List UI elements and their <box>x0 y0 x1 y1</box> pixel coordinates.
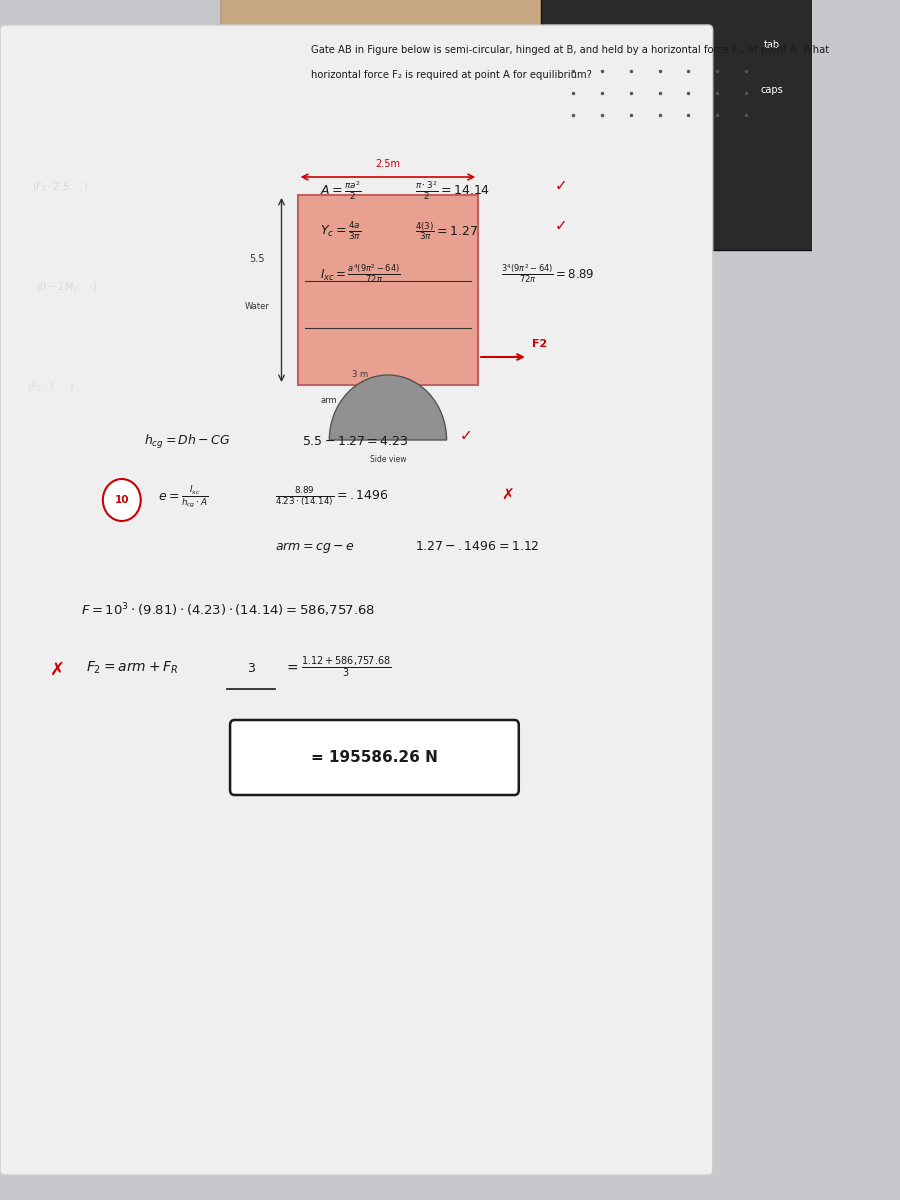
FancyBboxPatch shape <box>0 25 713 1175</box>
Bar <box>541 0 812 250</box>
Text: $I_{xc} = \frac{a^4(9\pi^2-64)}{72\pi}$: $I_{xc} = \frac{a^4(9\pi^2-64)}{72\pi}$ <box>320 262 400 284</box>
Text: $5.5 - 1.27 = 4.23$: $5.5 - 1.27 = 4.23$ <box>302 434 409 448</box>
Text: Gate AB in Figure below is semi-circular, hinged at B, and held by a horizontal : Gate AB in Figure below is semi-circular… <box>311 44 830 55</box>
Text: Water: Water <box>245 302 270 311</box>
Text: $\frac{\pi \cdot 3^2}{2} = 14.14$: $\frac{\pi \cdot 3^2}{2} = 14.14$ <box>415 180 491 202</box>
Text: 2.5m: 2.5m <box>375 158 401 169</box>
Text: F2: F2 <box>532 338 547 349</box>
Text: ✓: ✓ <box>460 428 473 443</box>
Text: $arm = cg - e$: $arm = cg - e$ <box>275 540 355 554</box>
Text: $h_{cg} = Dh - CG$: $h_{cg} = Dh - CG$ <box>144 433 231 451</box>
Text: ✗: ✗ <box>500 488 514 503</box>
Text: $F_2 = arm + F_R$: $F_2 = arm + F_R$ <box>86 660 178 677</box>
Text: $1.27 - .1496 = 1.12$: $1.27 - .1496 = 1.12$ <box>415 540 540 553</box>
Text: $F = 10^3 \cdot (9.81) \cdot (4.23) \cdot (14.14) = 586{,}757.68$: $F = 10^3 \cdot (9.81) \cdot (4.23) \cdo… <box>81 601 375 619</box>
Text: 10: 10 <box>114 494 129 505</box>
Text: 5.5: 5.5 <box>249 253 265 264</box>
Circle shape <box>103 479 140 521</box>
Bar <box>298 194 478 385</box>
Text: arm: arm <box>320 396 337 404</box>
Text: caps: caps <box>760 85 783 95</box>
Text: $(F_2 \cdot 2.5...)$: $(F_2 \cdot 2.5...)$ <box>32 180 88 193</box>
Text: $\frac{8.89}{4.23 \cdot (14.14)} = .1496$: $\frac{8.89}{4.23 \cdot (14.14)} = .1496… <box>275 485 389 509</box>
Text: ✗: ✗ <box>50 661 65 679</box>
Text: 3: 3 <box>247 662 255 674</box>
Text: = 195586.26 N: = 195586.26 N <box>311 750 438 764</box>
Text: tab: tab <box>763 40 779 50</box>
Text: $(0 - \Sigma M_B...)$: $(0 - \Sigma M_B...)$ <box>36 281 97 294</box>
Text: Side view: Side view <box>370 455 406 464</box>
Text: $\frac{3^4(9\pi^2-64)}{72\pi} = 8.89$: $\frac{3^4(9\pi^2-64)}{72\pi} = 8.89$ <box>500 262 594 284</box>
Text: ✓: ✓ <box>555 218 568 233</box>
Text: horizontal force F₂ is required at point A for equilibrium?: horizontal force F₂ is required at point… <box>311 70 592 80</box>
Text: $\frac{4(3)}{3\pi} = 1.27$: $\frac{4(3)}{3\pi} = 1.27$ <box>415 220 478 241</box>
Text: $A = \frac{\pi a^2}{2}$: $A = \frac{\pi a^2}{2}$ <box>320 180 362 202</box>
Text: $Y_c = \frac{4a}{3\pi}$: $Y_c = \frac{4a}{3\pi}$ <box>320 221 362 242</box>
Text: $(F_{2} \cdot 3...)$: $(F_{2} \cdot 3...)$ <box>27 380 74 394</box>
Text: 3 m: 3 m <box>352 370 368 379</box>
Text: ✓: ✓ <box>555 178 568 193</box>
Text: $= \frac{1.12 + 586{,}757.68}{3}$: $= \frac{1.12 + 586{,}757.68}{3}$ <box>284 654 392 679</box>
FancyBboxPatch shape <box>221 0 816 185</box>
FancyBboxPatch shape <box>230 720 518 794</box>
Text: $e = \frac{I_{xc}}{h_{cg} \cdot A}$: $e = \frac{I_{xc}}{h_{cg} \cdot A}$ <box>158 485 208 510</box>
Wedge shape <box>329 374 446 440</box>
